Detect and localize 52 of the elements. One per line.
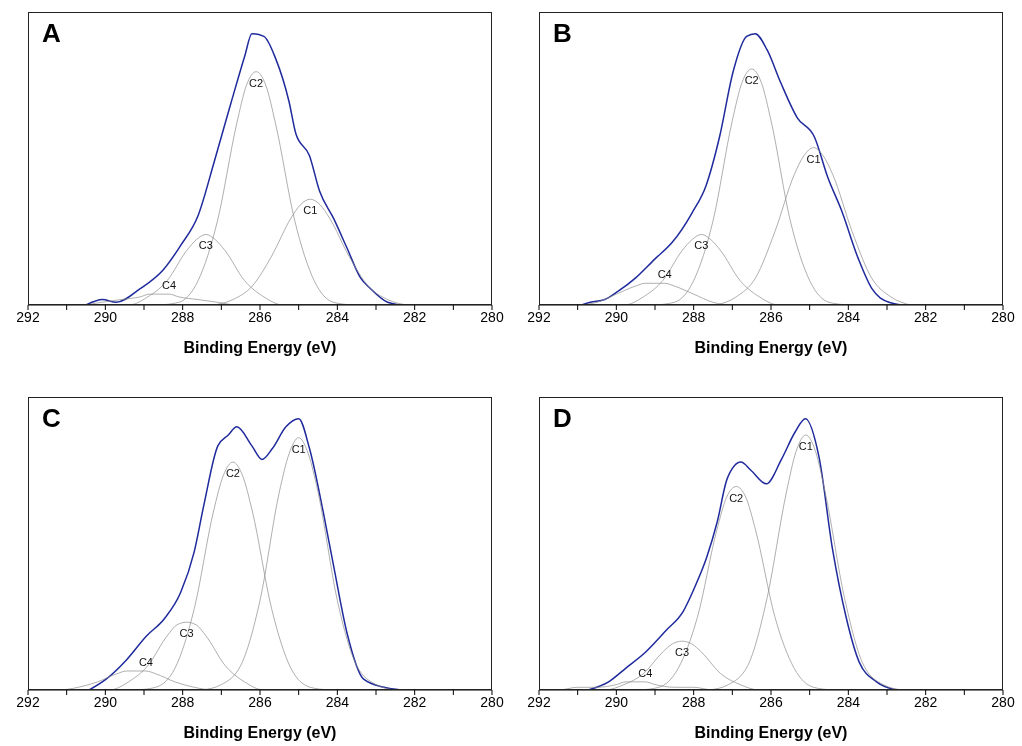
x-tick-label: 290 [604, 308, 629, 325]
x-tick-label: 286 [248, 308, 272, 325]
x-tick-label: 288 [681, 693, 706, 710]
x-tick-label: 280 [991, 693, 1015, 710]
series-label: C3 [694, 239, 709, 252]
chart-title: A [42, 18, 61, 49]
series-label: C1 [798, 439, 813, 452]
chart-title: B [553, 18, 572, 49]
series-label: C1 [303, 204, 318, 217]
x-tick-label: 282 [913, 693, 938, 710]
chart-title: C [42, 403, 61, 434]
x-tick-label: 286 [248, 693, 272, 710]
series-label: C4 [657, 268, 672, 281]
x-axis-title: Binding Energy (eV) [183, 339, 337, 356]
x-tick-label: 284 [325, 693, 350, 710]
series-label: C4 [138, 656, 153, 669]
x-tick-label: 280 [480, 693, 504, 710]
x-tick-label: 284 [836, 693, 861, 710]
x-tick-label: 280 [480, 308, 504, 325]
series-label: C4 [638, 666, 653, 679]
x-tick-label: 280 [991, 308, 1015, 325]
x-tick-label: 292 [527, 693, 551, 710]
x-tick-label: 286 [759, 693, 783, 710]
x-tick-label: 290 [604, 693, 629, 710]
x-tick-label: 282 [402, 308, 427, 325]
x-tick-label: 290 [93, 693, 118, 710]
x-tick-label: 292 [527, 308, 551, 325]
x-tick-label: 288 [170, 693, 195, 710]
series-label: C3 [179, 627, 194, 640]
x-axis-title: Binding Energy (eV) [694, 339, 848, 356]
x-tick-label: 288 [681, 308, 706, 325]
series-label: C1 [291, 442, 306, 455]
series-label: C4 [162, 279, 177, 292]
x-tick-label: 284 [836, 308, 861, 325]
x-tick-label: 282 [913, 308, 938, 325]
series-label: C2 [225, 467, 240, 480]
x-tick-label: 292 [16, 308, 40, 325]
series-label: C2 [744, 73, 759, 86]
x-tick-label: 288 [170, 308, 195, 325]
x-tick-label: 286 [759, 308, 783, 325]
x-tick-label: 282 [402, 693, 427, 710]
x-tick-label: 290 [93, 308, 118, 325]
series-label: C3 [198, 239, 213, 252]
x-axis-title: Binding Energy (eV) [694, 724, 848, 741]
chart-title: D [553, 403, 572, 434]
series-label: C3 [675, 646, 690, 659]
series-label: C2 [729, 491, 744, 504]
series-label: C2 [249, 76, 264, 89]
series-label: C1 [806, 152, 821, 165]
x-tick-label: 284 [325, 308, 350, 325]
x-axis-title: Binding Energy (eV) [183, 724, 337, 741]
x-tick-label: 292 [16, 693, 40, 710]
